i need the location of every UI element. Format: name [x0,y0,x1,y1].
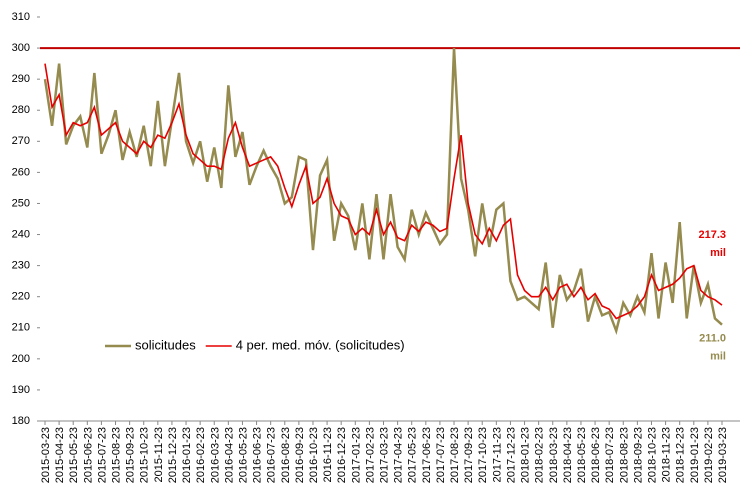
x-tick-label: 2016-05-23 [237,427,249,483]
x-tick-label: 2019-02-23 [703,427,715,483]
x-tick-label: 2017-08-23 [449,427,461,483]
legend-label: solicitudes [135,337,196,352]
y-tick-label: 270 [12,135,30,147]
y-tick-label: 280 [12,104,30,116]
x-tick-label: 2016-04-23 [223,427,235,483]
legend-label: 4 per. med. móv. (solicitudes) [236,337,405,352]
y-tick-label: 310 [12,11,30,23]
x-tick-label: 2015-05-23 [68,427,80,483]
series-line [43,48,723,336]
end-label: mil [710,247,726,259]
x-tick-label: 2016-08-23 [280,427,292,483]
x-tick-label: 2017-09-23 [463,427,475,483]
x-tick-label: 2018-03-23 [548,427,560,483]
y-tick-label: 200 [12,353,30,365]
end-label: mil [710,351,726,363]
x-tick-label: 2016-07-23 [266,427,278,483]
x-tick-label: 2015-10-23 [139,427,151,483]
y-tick-label: 250 [12,197,30,209]
x-tick-label: 2015-08-23 [111,427,123,483]
x-tick-label: 2015-03-23 [40,427,52,483]
y-tick-label: 300 [12,42,30,54]
x-tick-label: 2015-04-23 [54,427,66,483]
x-tick-label: 2016-12-23 [336,427,348,483]
x-tick-label: 2018-10-23 [646,427,658,483]
y-tick-label: 180 [12,415,30,427]
y-tick-label: 230 [12,260,30,272]
end-label: 211.0 [699,333,726,345]
x-tick-label: 2018-04-23 [562,427,574,483]
x-tick-label: 2016-11-23 [322,427,334,482]
x-tick-label: 2015-11-23 [153,427,165,482]
x-tick-label: 2017-02-23 [364,427,376,483]
x-tick-label: 2015-07-23 [96,427,108,483]
x-tick-label: 2017-05-23 [407,427,419,483]
y-tick-label: 190 [12,384,30,396]
y-tick-label: 260 [12,166,30,178]
x-tick-label: 2018-05-23 [576,427,588,483]
x-tick-label: 2018-02-23 [534,427,546,483]
y-tick-label: 210 [12,322,30,334]
x-tick-label: 2017-11-23 [491,427,503,482]
x-tick-label: 2018-12-23 [675,427,687,483]
x-tick-label: 2016-10-23 [308,427,320,483]
x-tick-label: 2018-08-23 [618,427,630,483]
x-tick-label: 2019-01-23 [689,427,701,483]
end-label: 217.3 [698,229,726,241]
x-tick-label: 2017-10-23 [477,427,489,483]
x-tick-label: 2018-01-23 [520,427,532,483]
x-tick-label: 2016-01-23 [181,427,193,483]
x-tick-label: 2017-03-23 [379,427,391,483]
x-tick-label: 2016-06-23 [252,427,264,483]
x-tick-label: 2015-12-23 [167,427,179,483]
x-tick-label: 2018-11-23 [661,427,673,482]
x-tick-label: 2016-02-23 [195,427,207,483]
y-tick-label: 290 [12,73,30,85]
x-tick-label: 2018-07-23 [604,427,616,483]
x-tick-label: 2019-03-23 [717,427,729,483]
series-line [44,63,723,320]
y-tick-label: 240 [12,228,30,240]
x-tick-label: 2017-01-23 [350,427,362,483]
x-tick-label: 2015-09-23 [125,427,137,483]
x-tick-label: 2017-07-23 [435,427,447,483]
x-tick-label: 2017-04-23 [393,427,405,483]
x-tick-label: 2017-06-23 [421,427,433,483]
x-tick-label: 2016-09-23 [294,427,306,483]
x-tick-label: 2017-12-23 [505,427,517,483]
x-tick-label: 2015-06-23 [82,427,94,483]
x-tick-label: 2018-09-23 [632,427,644,483]
x-tick-label: 2016-03-23 [209,427,221,483]
x-tick-label: 2018-06-23 [590,427,602,483]
y-tick-label: 220 [12,291,30,303]
